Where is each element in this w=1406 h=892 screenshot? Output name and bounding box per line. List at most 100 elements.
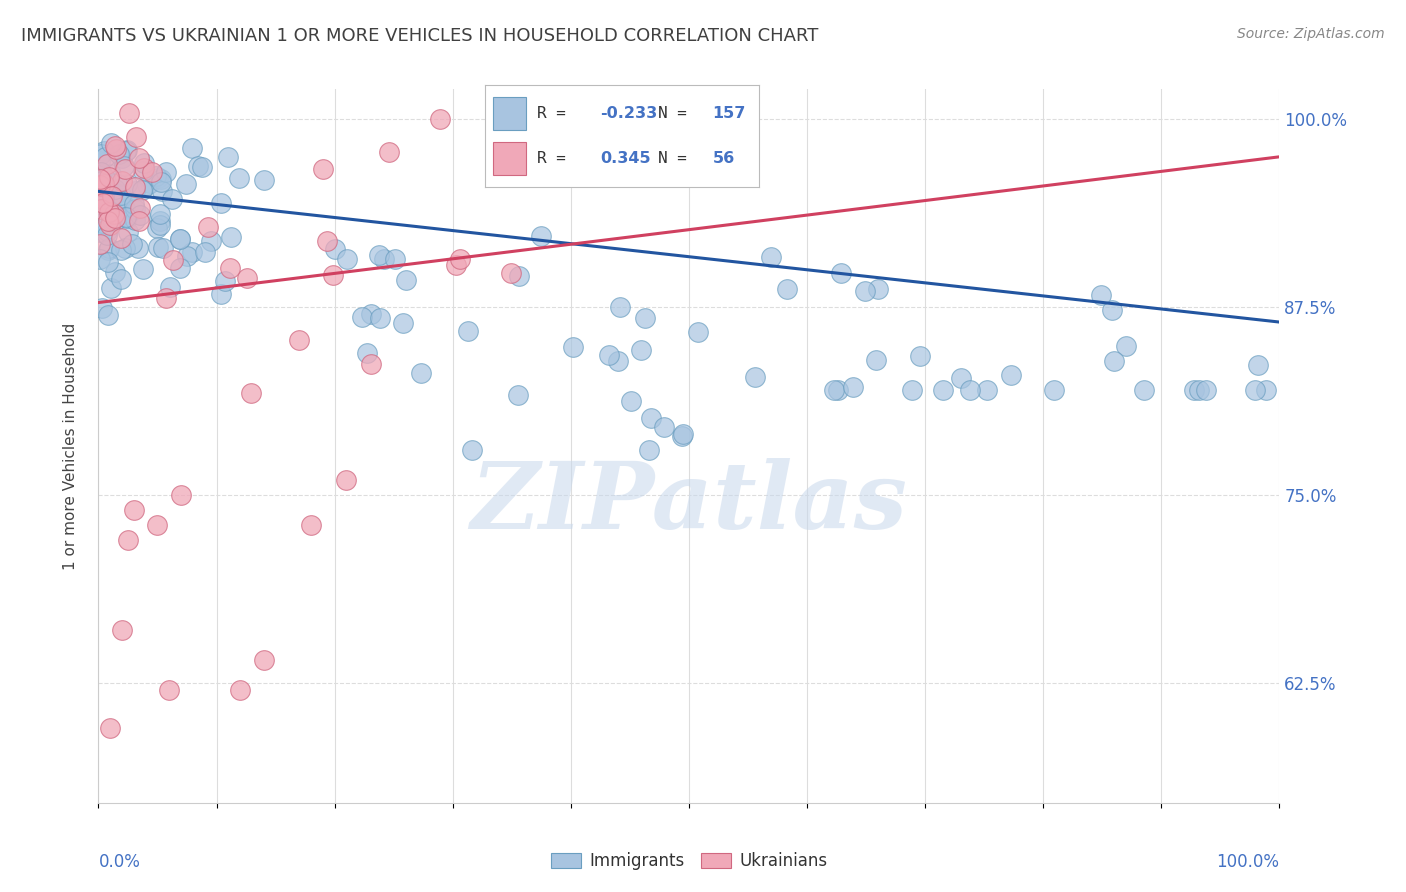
Point — [759, 250, 782, 264]
Point — [200, 234, 222, 248]
Point — [96, 157, 118, 171]
Point — [91, 196, 114, 211]
Point — [149, 207, 172, 221]
Point — [105, 176, 128, 190]
Point — [444, 258, 467, 272]
Point — [146, 220, 169, 235]
Point — [181, 244, 204, 259]
Text: 100.0%: 100.0% — [1216, 853, 1279, 871]
Point — [111, 195, 134, 210]
Point — [124, 180, 146, 194]
Point — [90, 301, 112, 315]
Text: 0.345: 0.345 — [600, 151, 651, 166]
Point — [117, 533, 139, 547]
Point — [149, 214, 172, 228]
Text: -0.233: -0.233 — [600, 106, 658, 121]
Point — [1195, 383, 1218, 397]
Point — [384, 252, 406, 267]
Point — [89, 237, 111, 252]
Point — [630, 343, 652, 357]
Point — [128, 152, 150, 166]
Point — [1182, 383, 1205, 397]
Point — [128, 202, 150, 216]
Point — [100, 167, 122, 181]
Point — [900, 383, 922, 397]
Point — [89, 225, 111, 239]
Point — [89, 184, 111, 198]
Point — [316, 234, 339, 248]
Point — [110, 272, 132, 286]
Point — [107, 147, 129, 161]
Point — [671, 428, 693, 442]
Point — [89, 178, 111, 192]
Point — [93, 190, 115, 204]
Point — [148, 171, 170, 186]
Point — [932, 383, 955, 397]
Point — [323, 242, 346, 256]
Point — [96, 224, 118, 238]
Point — [96, 207, 118, 221]
Point — [149, 218, 172, 232]
Point — [97, 308, 120, 322]
Point — [219, 260, 242, 275]
Point — [136, 178, 159, 192]
Point — [530, 228, 553, 243]
Point — [96, 228, 118, 243]
Point — [114, 201, 136, 215]
Point — [155, 164, 177, 178]
Point — [217, 150, 239, 164]
Point — [141, 165, 163, 179]
Point — [501, 266, 523, 280]
Point — [640, 411, 662, 425]
Point — [1254, 383, 1277, 397]
Point — [101, 188, 124, 202]
Text: 0.0%: 0.0% — [98, 853, 141, 871]
Point — [194, 245, 217, 260]
Point — [117, 225, 139, 239]
Point — [139, 176, 162, 190]
Point — [638, 442, 661, 457]
Point — [652, 420, 675, 434]
Point — [1043, 383, 1066, 397]
Point — [235, 271, 257, 285]
Point — [830, 266, 852, 280]
Point — [122, 503, 145, 517]
Point — [115, 211, 138, 225]
Point — [160, 192, 183, 206]
Point — [155, 291, 177, 305]
Point — [97, 205, 120, 219]
Point — [197, 219, 219, 234]
Point — [124, 184, 146, 198]
Point — [93, 177, 115, 191]
Text: Source: ZipAtlas.com: Source: ZipAtlas.com — [1237, 27, 1385, 41]
Point — [97, 169, 120, 184]
Point — [598, 348, 620, 362]
Point — [98, 241, 121, 255]
Point — [105, 186, 128, 201]
Point — [686, 326, 709, 340]
Point — [115, 177, 138, 191]
Point — [508, 268, 530, 283]
Point — [115, 211, 138, 225]
Point — [98, 219, 121, 233]
Point — [104, 265, 127, 279]
Point — [360, 307, 382, 321]
FancyBboxPatch shape — [494, 142, 526, 175]
Point — [634, 311, 657, 326]
Point — [360, 357, 382, 371]
Point — [96, 199, 118, 213]
Point — [111, 174, 134, 188]
Point — [191, 160, 214, 174]
Point — [104, 181, 127, 195]
Point — [97, 254, 120, 268]
Point — [312, 161, 335, 176]
Point — [114, 241, 136, 255]
Point — [146, 240, 169, 254]
Point — [187, 159, 209, 173]
Point — [115, 145, 138, 159]
Point — [124, 213, 146, 227]
Point — [97, 207, 120, 221]
Legend: Immigrants, Ukrainians: Immigrants, Ukrainians — [544, 846, 834, 877]
Point — [287, 333, 309, 347]
Point — [100, 214, 122, 228]
